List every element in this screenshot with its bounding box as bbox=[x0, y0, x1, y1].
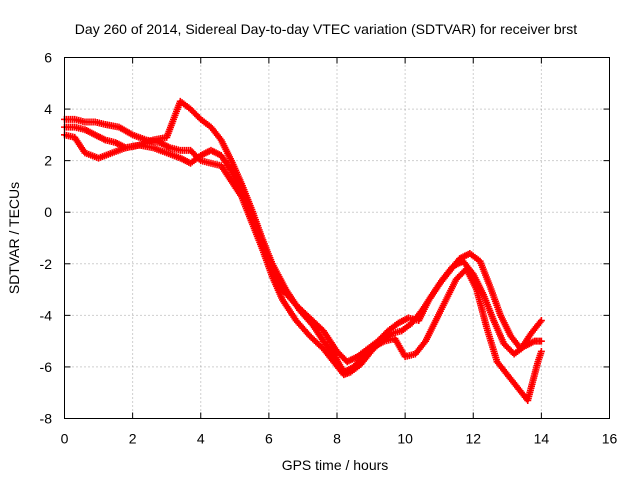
y-tick-label: 0 bbox=[44, 204, 52, 220]
y-tick-label: -8 bbox=[40, 411, 53, 427]
data-point bbox=[537, 317, 545, 325]
data-point bbox=[537, 347, 545, 355]
data-point bbox=[537, 337, 545, 345]
chart-title: Day 260 of 2014, Sidereal Day-to-day VTE… bbox=[75, 21, 577, 37]
x-tick-label: 0 bbox=[61, 431, 69, 447]
series-track-c bbox=[61, 131, 545, 366]
series-track-a bbox=[61, 115, 545, 379]
x-tick-label: 8 bbox=[333, 431, 341, 447]
y-tick-label: 4 bbox=[44, 101, 52, 117]
y-tick-label: -4 bbox=[40, 307, 53, 323]
x-tick-label: 6 bbox=[265, 431, 273, 447]
y-tick-label: 6 bbox=[44, 50, 52, 66]
y-tick-label: -2 bbox=[40, 256, 53, 272]
axis-ticks: 0 2 4 6 8 10 12 14 16 -8 -6 -4 -2 0 2 4 6 bbox=[40, 50, 618, 447]
y-tick-label: -6 bbox=[40, 359, 53, 375]
x-tick-label: 4 bbox=[197, 431, 205, 447]
y-axis-label: SDTVAR / TECUs bbox=[6, 182, 22, 294]
x-tick-label: 14 bbox=[534, 431, 550, 447]
x-tick-label: 2 bbox=[129, 431, 137, 447]
x-tick-label: 12 bbox=[465, 431, 481, 447]
x-tick-label: 10 bbox=[397, 431, 413, 447]
x-axis-label: GPS time / hours bbox=[282, 457, 389, 473]
data-marks bbox=[61, 97, 545, 404]
y-tick-label: 2 bbox=[44, 153, 52, 169]
x-tick-label: 16 bbox=[602, 431, 618, 447]
